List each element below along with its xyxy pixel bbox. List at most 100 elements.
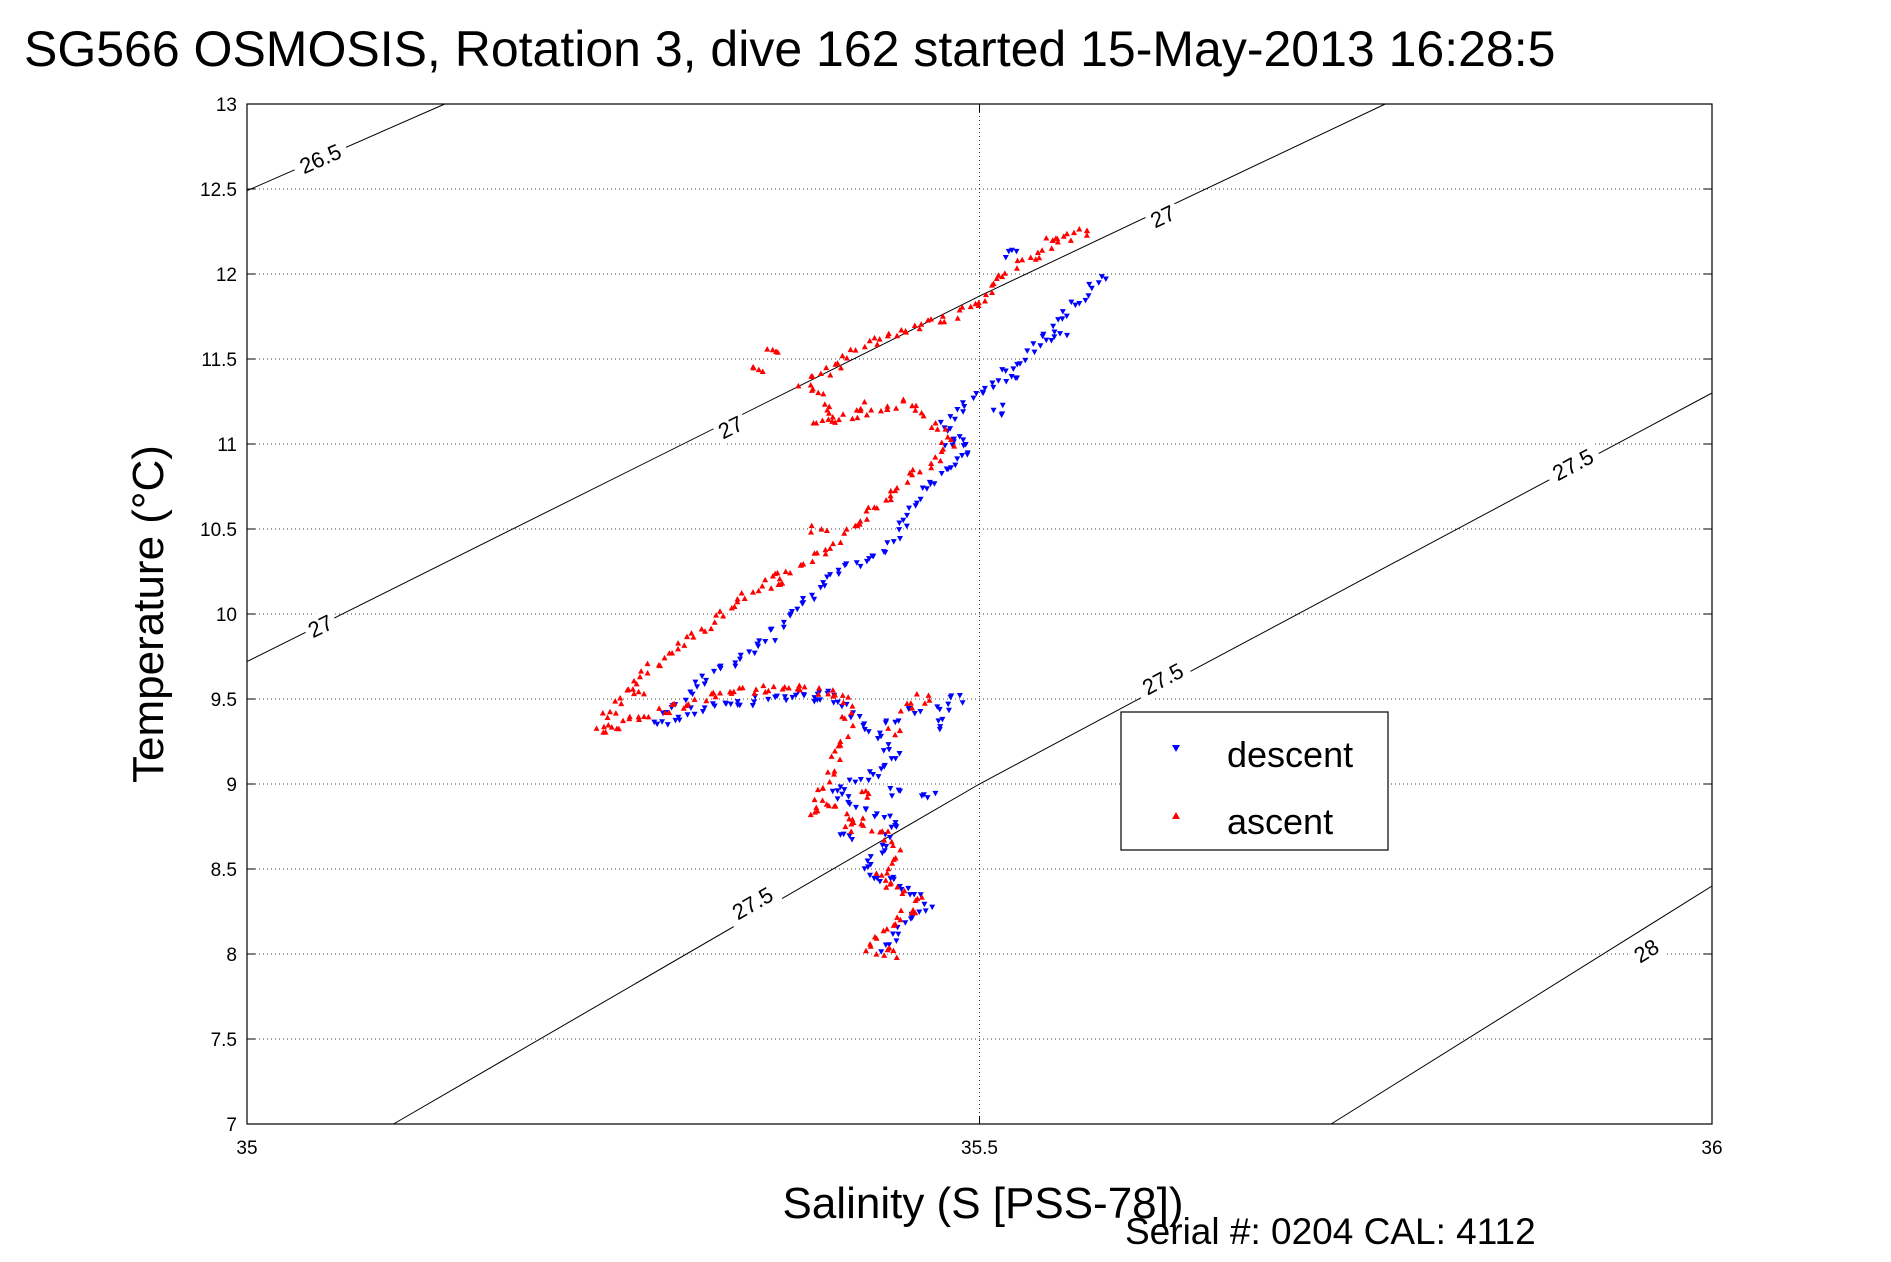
descent-point <box>956 693 963 699</box>
y-tick-label: 10 <box>216 605 237 626</box>
descent-point <box>830 700 837 706</box>
ascent-point <box>1071 229 1078 236</box>
ascent-point <box>835 416 842 423</box>
ascent-point <box>882 877 889 883</box>
y-tick-label: 12.5 <box>200 180 237 201</box>
ascent-point <box>656 705 663 711</box>
ascent-point <box>897 708 904 714</box>
y-tick-label: 11 <box>217 435 237 456</box>
ascent-point <box>883 884 890 890</box>
ascent-point <box>1034 249 1041 256</box>
ascent-point <box>863 411 870 418</box>
descent-point <box>651 719 658 726</box>
descent-point <box>917 496 924 503</box>
ascent-point <box>837 742 844 748</box>
ascent-point <box>820 785 827 791</box>
descent-point <box>841 787 848 793</box>
ascent-point <box>863 508 870 514</box>
descent-point <box>847 714 854 721</box>
ascent-point <box>1060 233 1067 239</box>
ascent-point <box>903 329 910 335</box>
descent-point <box>765 696 772 703</box>
ascent-point <box>741 595 748 602</box>
ascent-point <box>879 828 886 834</box>
descent-point <box>1039 333 1046 340</box>
ascent-point <box>807 811 814 818</box>
isopycnal-line <box>246 103 1386 663</box>
ascent-point <box>897 916 904 923</box>
legend-descent-label: descent <box>1227 734 1353 775</box>
ascent-point <box>894 884 901 890</box>
ascent-point <box>941 318 948 325</box>
ascent-point <box>890 922 897 928</box>
descent-point <box>1024 348 1031 354</box>
ascent-point <box>890 856 897 862</box>
ascent-point <box>856 521 863 527</box>
ascent-point <box>688 630 695 636</box>
descent-point <box>927 481 934 488</box>
descent-point <box>888 793 895 799</box>
ascent-point <box>755 587 762 594</box>
descent-point <box>937 724 944 730</box>
descent-point <box>834 788 841 794</box>
ascent-point <box>885 865 892 872</box>
descent-point <box>1013 375 1020 382</box>
ascent-point <box>920 412 927 419</box>
descent-point <box>820 580 827 586</box>
descent-point <box>1082 297 1089 304</box>
descent-point <box>817 585 824 591</box>
descent-point <box>960 443 967 449</box>
ascent-point <box>768 585 775 591</box>
ascent-point <box>867 943 874 949</box>
descent-point <box>887 834 894 841</box>
y-axis-label: Temperature (°C) <box>124 445 173 783</box>
ascent-point <box>826 778 833 785</box>
ascent-point <box>897 846 904 853</box>
descent-point <box>932 790 939 797</box>
ascent-point <box>1014 257 1021 264</box>
descent-point <box>780 619 787 626</box>
ascent-point <box>881 836 888 843</box>
descent-point <box>911 892 918 898</box>
ascent-point <box>820 390 827 397</box>
descent-point <box>864 858 871 865</box>
descent-point <box>920 792 927 798</box>
ascent-point <box>617 694 624 701</box>
descent-point <box>912 503 919 509</box>
isopycnal-label-mask <box>300 607 341 645</box>
ascent-point <box>837 738 844 745</box>
ascent-point <box>815 691 822 697</box>
descent-point <box>865 777 872 784</box>
ascent-point <box>1043 234 1050 241</box>
ascent-point <box>862 787 869 794</box>
descent-point <box>845 794 852 800</box>
ascent-point <box>889 842 896 848</box>
ascent-point <box>661 654 668 661</box>
descent-point <box>865 729 872 735</box>
descent-point <box>1059 309 1066 315</box>
descent-point <box>902 920 909 926</box>
ascent-point <box>887 487 894 494</box>
descent-point <box>838 703 845 710</box>
descent-point <box>945 707 952 714</box>
descent-point <box>1037 343 1044 349</box>
descent-point <box>732 660 739 666</box>
ascent-point <box>860 822 867 828</box>
ascent-point <box>631 677 638 684</box>
ascent-point <box>909 402 916 409</box>
ascent-point <box>873 870 880 876</box>
ascent-point <box>863 516 870 522</box>
descent-point <box>880 748 887 754</box>
ascent-point <box>759 583 766 589</box>
descent-point <box>787 611 794 618</box>
descent-point <box>1048 338 1055 344</box>
ascent-point <box>826 410 833 416</box>
descent-point <box>1088 285 1095 292</box>
descent-point <box>811 698 818 705</box>
x-tick-label: 35 <box>236 1138 257 1159</box>
descent-point <box>722 700 729 707</box>
ascent-point <box>822 546 829 553</box>
ascent-point <box>885 828 892 834</box>
isopycnal-label-mask <box>721 877 784 929</box>
